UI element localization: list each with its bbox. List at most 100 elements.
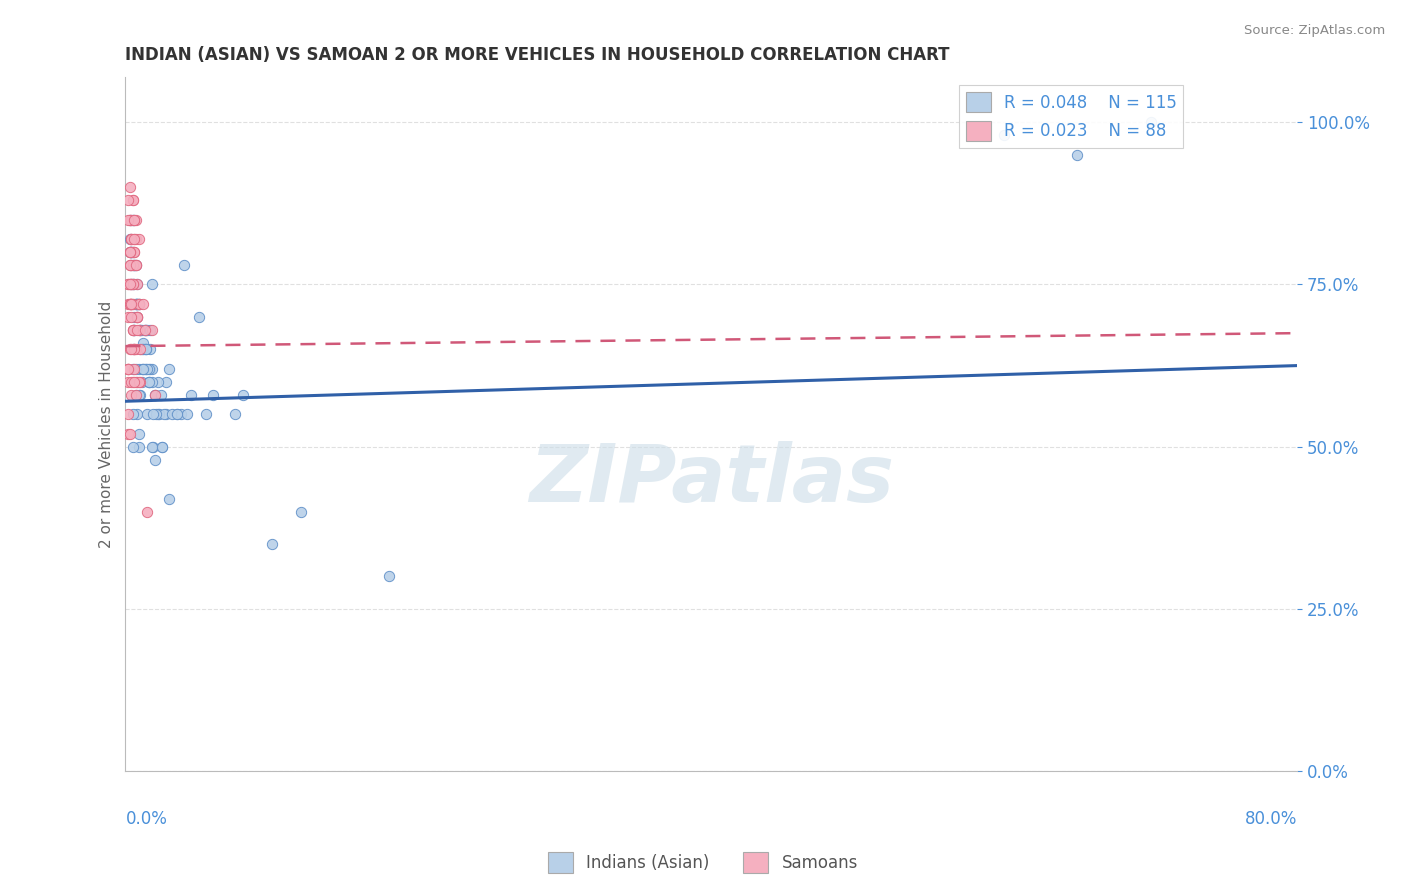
Point (129, 388, 152, 402)
Point (118, 212, 141, 227)
Point (135, 361, 157, 376)
Point (146, 407, 169, 421)
Point (120, 232, 142, 246)
Point (378, 569, 401, 583)
Point (121, 277, 143, 292)
Point (117, 361, 139, 376)
Text: INDIAN (ASIAN) VS SAMOAN 2 OR MORE VEHICLES IN HOUSEHOLD CORRELATION CHART: INDIAN (ASIAN) VS SAMOAN 2 OR MORE VEHIC… (125, 46, 950, 64)
Point (129, 323, 152, 337)
Point (118, 180, 141, 194)
Point (993, 128, 1015, 143)
Point (118, 343, 141, 357)
Point (125, 232, 148, 246)
Point (127, 310, 149, 324)
Point (117, 297, 139, 311)
Point (138, 375, 160, 389)
Point (120, 277, 142, 292)
Point (120, 232, 142, 246)
Point (118, 297, 141, 311)
Point (120, 375, 142, 389)
Point (150, 440, 173, 454)
Point (117, 310, 139, 324)
Point (148, 407, 170, 421)
Point (135, 343, 157, 357)
Point (128, 323, 150, 337)
Point (121, 245, 143, 260)
Point (149, 388, 172, 402)
Point (122, 232, 145, 246)
Point (128, 426, 150, 441)
Point (166, 407, 188, 421)
Point (125, 297, 148, 311)
Point (120, 343, 142, 357)
Point (136, 361, 159, 376)
Point (120, 245, 142, 260)
Point (120, 297, 142, 311)
Point (132, 361, 155, 376)
Point (121, 361, 143, 376)
Point (122, 212, 145, 227)
Point (128, 440, 150, 454)
Point (122, 277, 145, 292)
Point (118, 245, 141, 260)
Point (125, 297, 148, 311)
Point (125, 375, 148, 389)
Point (127, 297, 149, 311)
Point (125, 258, 148, 272)
Point (1139, 115, 1161, 129)
Point (127, 297, 149, 311)
Point (146, 375, 169, 389)
Point (117, 361, 139, 376)
Point (129, 375, 152, 389)
Point (120, 245, 142, 260)
Point (120, 297, 142, 311)
Point (122, 245, 145, 260)
Point (117, 361, 139, 376)
Point (118, 212, 141, 227)
Point (118, 277, 141, 292)
Point (120, 232, 142, 246)
Point (139, 323, 162, 337)
Point (224, 407, 246, 421)
Point (170, 407, 193, 421)
Point (118, 258, 141, 272)
Point (195, 407, 218, 421)
Point (120, 310, 142, 324)
Point (173, 258, 195, 272)
Point (128, 232, 150, 246)
Point (129, 343, 152, 357)
Point (141, 277, 163, 292)
Point (162, 407, 184, 421)
Legend: R = 0.048    N = 115, R = 0.023    N = 88: R = 0.048 N = 115, R = 0.023 N = 88 (959, 86, 1184, 147)
Point (136, 504, 159, 518)
Point (118, 212, 141, 227)
Point (142, 407, 165, 421)
Point (121, 375, 143, 389)
Point (125, 212, 148, 227)
Point (139, 361, 162, 376)
Point (128, 297, 150, 311)
Point (122, 323, 145, 337)
Point (117, 426, 139, 441)
Point (121, 193, 143, 207)
Point (121, 343, 143, 357)
Point (127, 375, 149, 389)
Point (118, 245, 141, 260)
Point (202, 388, 225, 402)
Point (138, 361, 160, 376)
Point (122, 323, 145, 337)
Point (122, 361, 145, 376)
Point (122, 375, 145, 389)
Point (121, 212, 143, 227)
Point (117, 212, 139, 227)
Point (135, 323, 157, 337)
Point (127, 277, 149, 292)
Point (121, 258, 143, 272)
Text: 0.0%: 0.0% (125, 810, 167, 828)
Point (134, 323, 156, 337)
Point (117, 407, 139, 421)
Point (122, 258, 145, 272)
Point (125, 343, 148, 357)
Point (122, 245, 145, 260)
Text: 80.0%: 80.0% (1244, 810, 1298, 828)
